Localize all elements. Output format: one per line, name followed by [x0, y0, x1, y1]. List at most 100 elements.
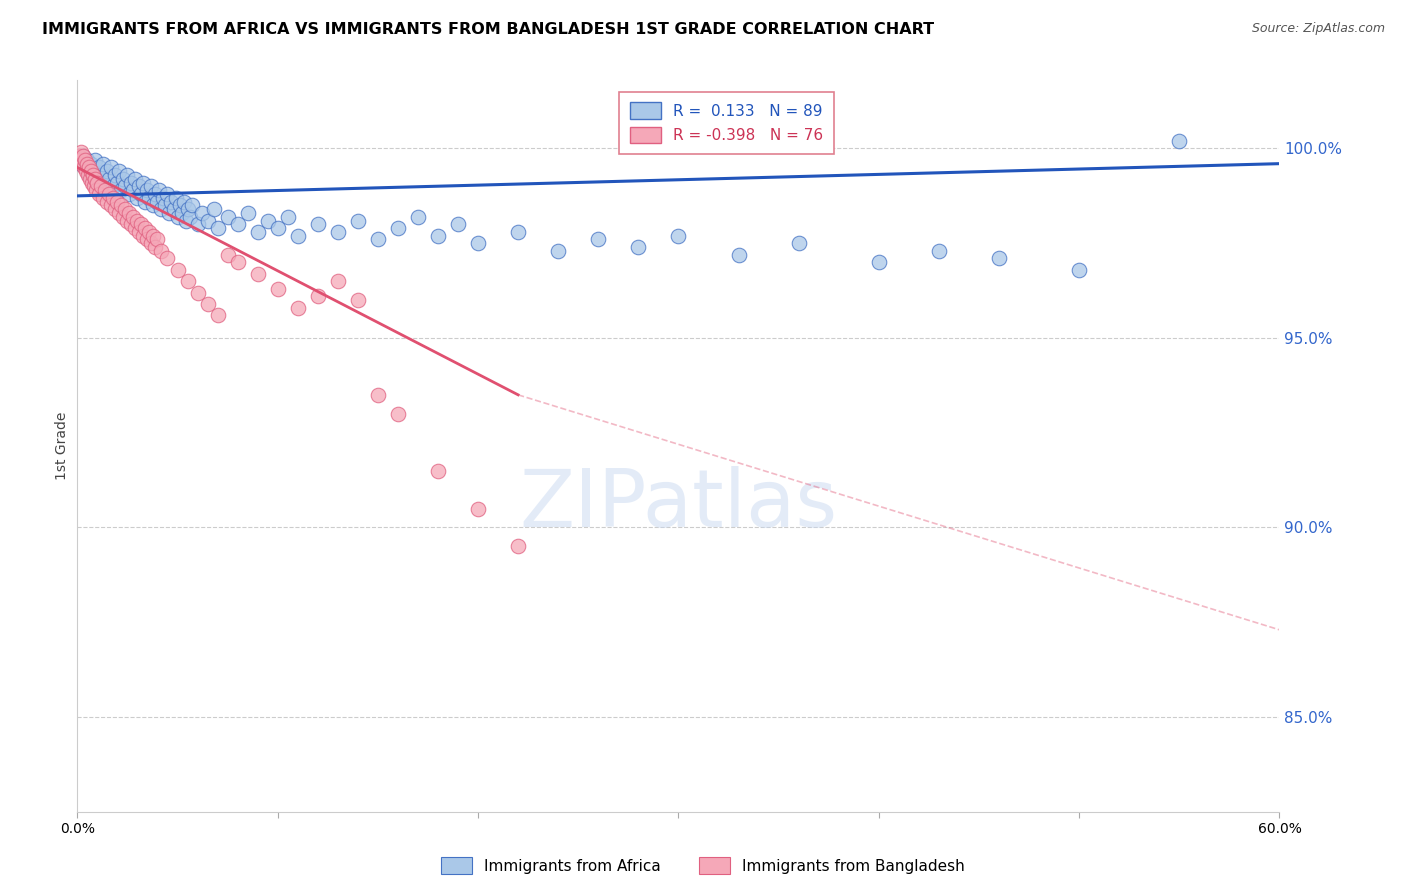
Point [367, 232, 389, 246]
Point [1168, 134, 1191, 148]
Point [155, 198, 177, 212]
Point [467, 501, 489, 516]
Point [128, 179, 150, 194]
Point [547, 244, 569, 258]
Point [202, 202, 225, 216]
Point [94, 183, 117, 197]
Point [96, 194, 118, 209]
Point [186, 217, 209, 231]
Point [207, 221, 229, 235]
Point [138, 191, 160, 205]
Point [668, 228, 690, 243]
Point [112, 210, 135, 224]
Point [197, 213, 219, 227]
Point [1069, 262, 1091, 277]
Point [246, 267, 269, 281]
Point [103, 191, 125, 205]
Point [90, 168, 112, 182]
Point [72, 149, 94, 163]
Point [76, 156, 98, 170]
Point [77, 168, 100, 182]
Point [267, 282, 290, 296]
Point [75, 153, 97, 167]
Point [134, 221, 156, 235]
Point [100, 161, 122, 175]
Point [246, 225, 269, 239]
Point [146, 194, 169, 209]
Point [79, 168, 101, 182]
Point [117, 213, 139, 227]
Point [104, 202, 127, 216]
Point [108, 164, 131, 178]
Point [84, 153, 107, 167]
Point [138, 225, 160, 239]
Point [110, 183, 132, 197]
Point [277, 210, 299, 224]
Point [146, 232, 169, 246]
Point [166, 262, 188, 277]
Point [236, 206, 259, 220]
Point [120, 176, 142, 190]
Point [112, 171, 135, 186]
Point [84, 171, 107, 186]
Point [98, 171, 121, 186]
Point [98, 186, 121, 201]
Point [136, 232, 159, 246]
Point [132, 176, 155, 190]
Point [128, 225, 150, 239]
Point [346, 213, 368, 227]
Point [173, 194, 195, 209]
Point [427, 228, 450, 243]
Point [89, 161, 111, 175]
Point [447, 217, 470, 231]
Point [136, 183, 159, 197]
Point [134, 194, 156, 209]
Point [186, 285, 209, 300]
Point [207, 308, 229, 322]
Point [132, 228, 155, 243]
Point [156, 186, 179, 201]
Point [124, 221, 146, 235]
Point [127, 213, 149, 227]
Point [145, 240, 167, 254]
Point [367, 388, 389, 402]
Point [326, 274, 349, 288]
Point [256, 213, 278, 227]
Point [727, 247, 749, 261]
Point [108, 206, 131, 220]
Point [190, 206, 212, 220]
Point [467, 236, 489, 251]
Point [217, 247, 239, 261]
Point [197, 297, 219, 311]
Point [387, 221, 409, 235]
Point [120, 217, 142, 231]
Point [627, 240, 650, 254]
Point [148, 183, 170, 197]
Point [217, 210, 239, 224]
Point [141, 179, 163, 194]
Point [508, 540, 530, 554]
Point [100, 198, 122, 212]
Point [267, 221, 290, 235]
Point [82, 168, 104, 182]
Text: IMMIGRANTS FROM AFRICA VS IMMIGRANTS FROM BANGLADESH 1ST GRADE CORRELATION CHART: IMMIGRANTS FROM AFRICA VS IMMIGRANTS FRO… [42, 22, 935, 37]
Point [226, 255, 249, 269]
Point [122, 183, 145, 197]
Point [72, 156, 94, 170]
Point [159, 206, 181, 220]
Point [180, 198, 202, 212]
Point [86, 183, 108, 197]
Point [346, 293, 368, 307]
Point [988, 252, 1011, 266]
Point [142, 198, 165, 212]
Point [94, 176, 117, 190]
Point [110, 198, 132, 212]
Point [118, 206, 141, 220]
Point [124, 171, 146, 186]
Point [150, 202, 173, 216]
Point [131, 217, 153, 231]
Point [226, 217, 249, 231]
Point [82, 164, 104, 178]
Point [93, 156, 115, 170]
Point [326, 225, 349, 239]
